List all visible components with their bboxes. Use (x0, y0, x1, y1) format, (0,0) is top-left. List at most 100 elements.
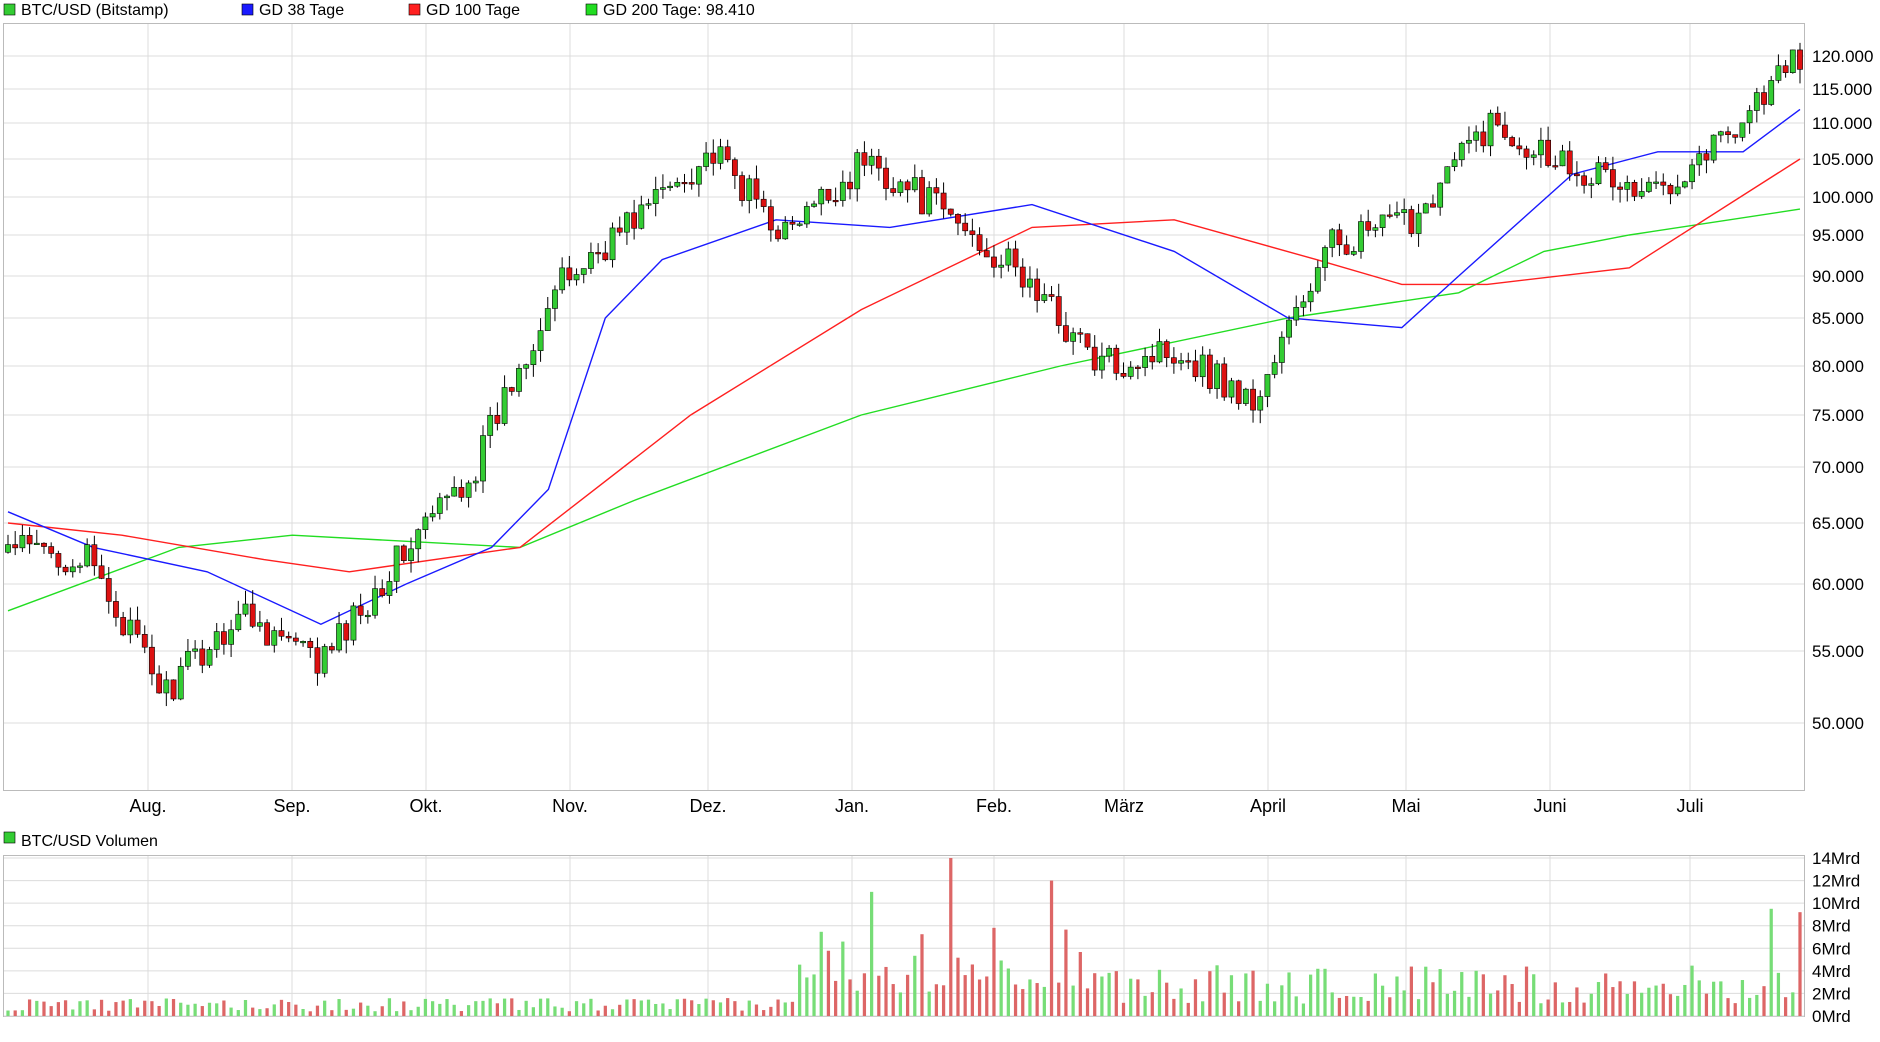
candle-body (544, 308, 551, 331)
volume-bar (1337, 997, 1342, 1016)
candle-body (1681, 181, 1688, 188)
candle-body (1509, 137, 1516, 147)
candle-body (616, 227, 623, 233)
candle-body (1595, 162, 1602, 185)
volume-bar (1402, 990, 1406, 1016)
candle-body (1494, 112, 1501, 126)
candle-body (1228, 380, 1235, 398)
volume-bar (1244, 973, 1248, 1016)
candle-body (1077, 332, 1084, 335)
volume-bar (1251, 970, 1255, 1016)
price-y-tick-label: 75.000 (1812, 406, 1864, 425)
candle-body (883, 167, 889, 189)
candle-body (1142, 355, 1148, 368)
volume-bar (495, 1003, 500, 1016)
candle-body (350, 605, 357, 641)
candle-body (1041, 294, 1048, 301)
volume-bar (603, 1005, 607, 1016)
volume-bar (805, 977, 809, 1016)
candle-body (1264, 374, 1271, 397)
volume-bar (35, 1000, 39, 1016)
candle-body (127, 619, 134, 636)
volume-bar (1704, 993, 1709, 1016)
volume-bar (1114, 971, 1118, 1016)
volume-bar (1093, 973, 1097, 1016)
candle-body (1358, 221, 1364, 252)
price-y-tick-label: 80.000 (1812, 357, 1864, 376)
candle-body (983, 250, 990, 258)
volume-bar (941, 985, 946, 1016)
volume-grid (4, 856, 1804, 1017)
volume-bar (877, 975, 881, 1016)
candle-body (1300, 301, 1307, 308)
candle-body (422, 516, 429, 531)
candle-body (1149, 355, 1156, 363)
candle-body (1415, 212, 1422, 234)
candle-body (1523, 148, 1530, 158)
volume-bar (1532, 974, 1536, 1016)
volume-bar (1237, 1001, 1241, 1016)
candle-body (408, 548, 414, 561)
candle-body (868, 155, 875, 166)
volume-bar (1186, 1002, 1190, 1016)
volume-bar (344, 1009, 348, 1016)
candle-body (1538, 139, 1544, 156)
volume-bar (560, 1007, 564, 1016)
volume-bar (1654, 985, 1658, 1016)
volume-bar (1380, 985, 1385, 1016)
candle-body (1775, 65, 1782, 81)
legend-gd38-label: GD 38 Tage (259, 2, 344, 19)
volume-bar (855, 990, 859, 1016)
candle-body (465, 482, 472, 498)
candle-body (559, 267, 566, 291)
candle-body (660, 187, 666, 190)
volume-bar (1661, 983, 1665, 1016)
price-y-tick-label: 105.000 (1812, 150, 1873, 169)
candle-body (976, 234, 983, 251)
candle-body (1725, 131, 1731, 135)
volume-bar (243, 999, 248, 1016)
volume-bar (510, 998, 514, 1016)
price-x-tick-label: Okt. (409, 796, 442, 816)
candle-body (1480, 131, 1487, 147)
volume-bar (128, 999, 132, 1016)
volume-bar (891, 984, 895, 1016)
volume-bar (862, 973, 867, 1016)
volume-bar (373, 1011, 377, 1016)
candle-body (645, 203, 652, 206)
volume-bar (1596, 982, 1601, 1016)
candle-body (753, 178, 760, 200)
volume-bar (1553, 982, 1557, 1016)
candle-body (890, 188, 897, 193)
candle-body (638, 204, 645, 229)
volume-bar (1452, 990, 1457, 1016)
candle-body (364, 614, 371, 618)
candle-body (731, 159, 738, 176)
volume-bar (402, 1001, 406, 1016)
volume-bar (632, 999, 636, 1016)
candle-body (213, 631, 220, 650)
candle-body (1322, 247, 1328, 268)
price-x-tick-label: März (1104, 796, 1144, 816)
candle-body (1293, 307, 1300, 321)
candle-body (552, 289, 558, 309)
candle-body (1530, 154, 1537, 158)
volume-bar (1697, 980, 1701, 1016)
candle-body (5, 544, 11, 553)
candle-body (393, 545, 400, 582)
candle-body (508, 387, 515, 392)
volume-bar (13, 1010, 17, 1016)
candle-body (451, 487, 458, 497)
candle-body (1430, 203, 1436, 208)
volume-bar (1604, 973, 1608, 1016)
candle-body (487, 415, 494, 436)
candle-body (1746, 110, 1753, 124)
price-panel: Aug. Sep. Okt. Nov. Dez. Jan. Feb. März April Mai… (3, 23, 1873, 816)
candle-body (292, 637, 299, 642)
candle-body (1437, 182, 1444, 208)
candle-body (1566, 150, 1573, 175)
candle-body (667, 185, 673, 189)
candle-body (1458, 142, 1465, 161)
volume-bar (409, 1010, 413, 1016)
volume-bar (1179, 988, 1183, 1016)
